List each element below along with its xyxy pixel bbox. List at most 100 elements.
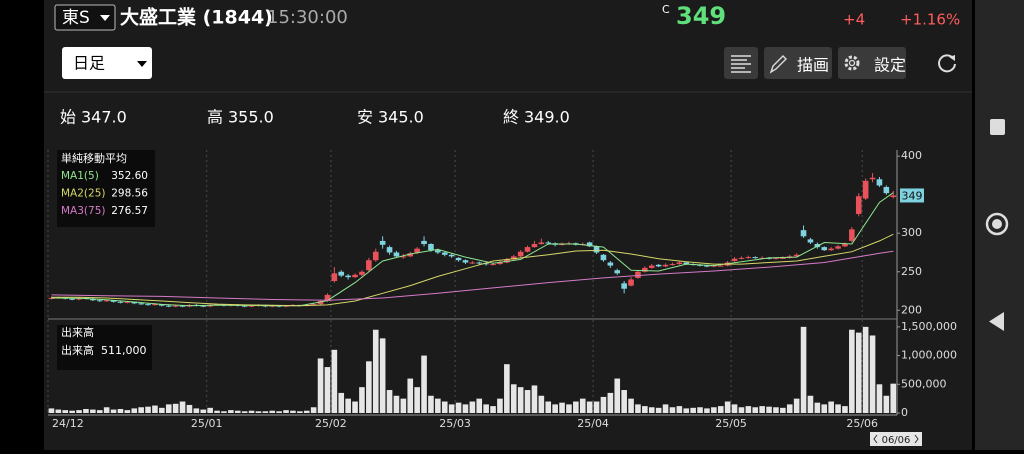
candle-body [103, 300, 110, 302]
price: 349 [676, 2, 726, 30]
volume-bar [48, 408, 55, 413]
volume-bar [200, 409, 207, 413]
volume-bar [345, 398, 351, 413]
settings-button[interactable] [838, 47, 906, 79]
volume-bar [310, 407, 317, 413]
volume-bar [628, 398, 634, 413]
volume-title: 出来高 [61, 325, 94, 339]
chart: 24/12 25/01 25/02 25/03 25/04 25/05 25/06 200 25… [47, 149, 957, 446]
volume-bar [552, 404, 558, 413]
cursor-date-box [870, 432, 922, 446]
volume-bar [648, 407, 655, 413]
gear-center [848, 59, 856, 67]
volume-bar [393, 395, 400, 413]
candle-body [807, 239, 814, 243]
volume-bar [614, 378, 621, 413]
gear-icon [844, 55, 860, 71]
candle-body [752, 257, 759, 259]
volume-bar [193, 408, 200, 413]
candle-body [828, 248, 834, 251]
volume-bar [359, 387, 365, 413]
summary-label: 高 [207, 108, 223, 127]
volume-bar [117, 408, 124, 413]
candle-body [393, 252, 400, 257]
volume-bar [241, 411, 248, 413]
summary-label: 安 [357, 108, 373, 127]
volume-bar [324, 367, 331, 413]
draw-button[interactable] [764, 47, 832, 79]
volume-bar [145, 406, 151, 413]
volume-bar [297, 411, 303, 413]
ma-line [51, 250, 894, 301]
candle-body [800, 230, 807, 237]
volume-bar [83, 408, 89, 413]
volume-bar [290, 410, 296, 413]
volume-bar [855, 332, 862, 413]
candle-body [510, 256, 517, 260]
candle-body [331, 273, 338, 282]
last-price-label: 349 [902, 189, 923, 202]
volume-label: 出来高 [61, 343, 94, 357]
refresh-icon[interactable] [938, 54, 956, 73]
legend-box [57, 150, 155, 227]
change-pct: +1.16% [900, 11, 960, 29]
candle-body [642, 267, 648, 272]
volume-bar [165, 404, 172, 413]
candle-body [773, 257, 779, 259]
volume-bar [607, 392, 614, 413]
volume-bar [497, 398, 503, 413]
cursor-date: 06/06 [882, 435, 911, 446]
volume-bar [724, 401, 731, 413]
volume-bar [317, 358, 324, 413]
volume-bar [814, 402, 821, 413]
candle-body [345, 275, 351, 278]
candle-body [738, 257, 745, 259]
volume-bar [635, 404, 641, 413]
volume-bar [538, 395, 545, 413]
candle-body [379, 240, 386, 245]
volume-bar [428, 395, 434, 413]
period-select[interactable] [62, 47, 152, 79]
nav-home[interactable] [985, 212, 1009, 236]
volume-bar [655, 407, 662, 413]
exchange-select[interactable] [54, 4, 116, 31]
candle-body [545, 242, 552, 244]
volume-bar [372, 329, 379, 413]
volume-bar [835, 404, 841, 413]
summary-value: 345.0 [378, 108, 424, 127]
indicator-button[interactable] [724, 47, 758, 79]
candle-body [241, 305, 248, 307]
volume-bar [214, 410, 220, 413]
pencil-icon [769, 55, 787, 74]
candle-body [179, 305, 186, 307]
candle-body [69, 298, 75, 300]
volume-bar [745, 406, 752, 413]
candle-body [124, 301, 131, 303]
candle-body [248, 305, 255, 307]
volume-bar [152, 405, 158, 413]
summary-value: 347.0 [81, 108, 127, 127]
candle-body [352, 274, 358, 278]
dropdown-arrow [137, 61, 147, 67]
volume-bar [421, 355, 427, 413]
volume-bar [876, 384, 883, 413]
volume-bar [455, 402, 462, 413]
y-tick-label: 1,000,000 [901, 349, 957, 362]
candle-body [524, 247, 531, 252]
volume-bar [752, 407, 759, 413]
volume-bar [234, 410, 241, 413]
candle-body [483, 263, 489, 265]
candle-body [731, 258, 738, 261]
y-tick-label: 0 [901, 406, 908, 419]
nav-recent[interactable] [990, 119, 1005, 135]
nav-back[interactable] [989, 312, 1004, 331]
volume-bar [228, 410, 234, 413]
candle-body [793, 254, 800, 257]
summary-value: 355.0 [228, 108, 274, 127]
time: 15:30:00 [267, 7, 348, 28]
volume-bar [414, 387, 420, 413]
legend-name: MA3(75) [61, 205, 105, 217]
summary-value: 349.0 [524, 108, 570, 127]
volume-bar [386, 390, 393, 413]
volume-bar [524, 390, 531, 413]
